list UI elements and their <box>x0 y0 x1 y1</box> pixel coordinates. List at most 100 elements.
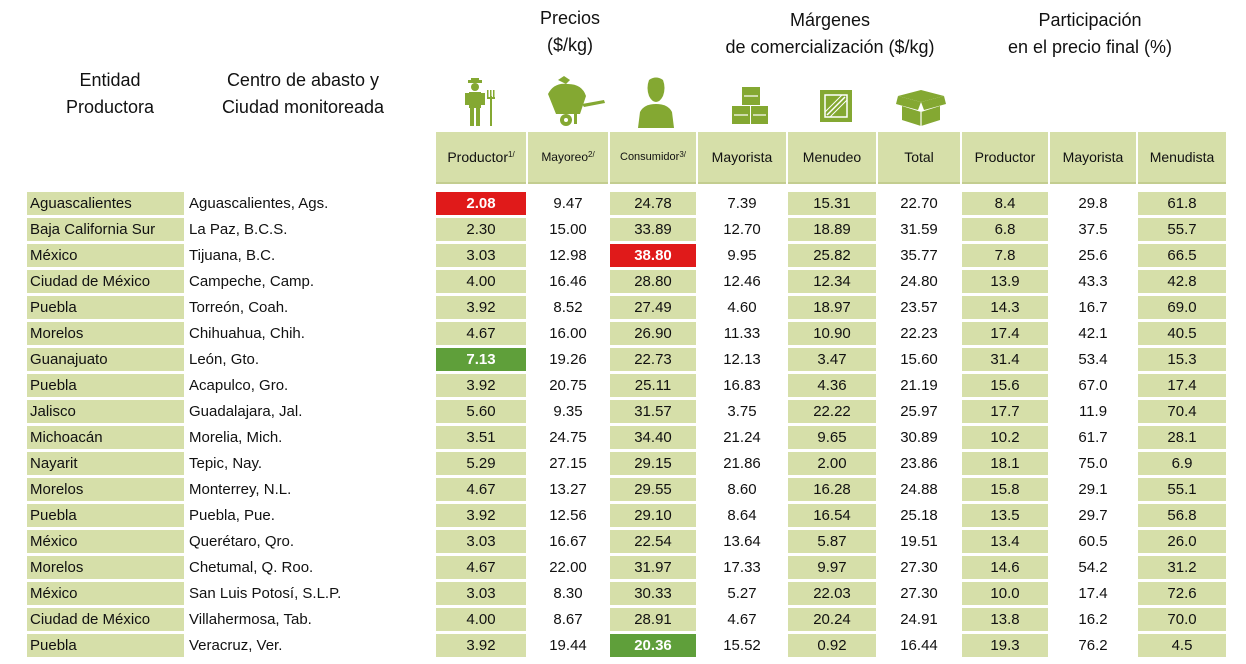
cell-menudeo: 22.22 <box>788 400 876 423</box>
cell-entidad: México <box>27 244 184 267</box>
cell-menudeo: 20.24 <box>788 608 876 631</box>
cell-p-mayorista: 29.1 <box>1078 481 1108 498</box>
cell-p-productor: 19.3 <box>962 634 1048 657</box>
consumer-icon <box>638 77 674 128</box>
farmer-icon <box>465 78 495 126</box>
cell-p-menudista: 31.2 <box>1138 556 1226 579</box>
cell-menudeo: 25.82 <box>788 244 876 267</box>
cell-p-menudista: 70.4 <box>1138 400 1226 423</box>
table-row: México Querétaro, Qro. 3.03 16.67 22.54 13.64… <box>0 529 1246 555</box>
cell-p-menudista: 55.7 <box>1138 218 1226 241</box>
cell-consumidor: 38.80 <box>610 244 696 267</box>
boxes-icon <box>732 87 768 124</box>
cell-menudeo: 9.97 <box>788 556 876 579</box>
cell-mayoreo: 22.00 <box>549 559 587 576</box>
table-row: Puebla Acapulco, Gro. 3.92 20.75 25.11 16.83 4… <box>0 373 1246 399</box>
cell-consumidor: 27.49 <box>610 296 696 319</box>
cell-productor: 3.03 <box>436 582 526 605</box>
colhdr-mayoreo: Mayoreo 2/ <box>528 132 608 184</box>
table-row: Guanajuato León, Gto. 7.13 19.26 22.73 12.13 3… <box>0 347 1246 373</box>
cell-productor: 3.92 <box>436 374 526 397</box>
cell-productor: 4.00 <box>436 270 526 293</box>
cell-menudeo: 2.00 <box>788 452 876 475</box>
cell-mayoreo: 9.47 <box>553 195 583 212</box>
header-precios-line1: Precios <box>539 8 601 28</box>
colhdr-consumidor-label: Consumidor <box>620 151 680 163</box>
header-participacion: Participación en el precio final (%) <box>975 7 1205 61</box>
cell-consumidor: 29.10 <box>610 504 696 527</box>
colhdr-consumidor: Consumidor 3/ <box>610 132 696 184</box>
cell-p-productor: 8.4 <box>962 192 1048 215</box>
colhdr-part-mayorista: Mayorista <box>1050 132 1136 184</box>
cell-productor: 4.00 <box>436 608 526 631</box>
cell-entidad: Morelos <box>27 322 184 345</box>
cell-menudeo: 16.28 <box>788 478 876 501</box>
open-box-icon <box>896 90 946 126</box>
cell-ciudad: Querétaro, Qro. <box>189 533 295 550</box>
cell-menudeo: 3.47 <box>788 348 876 371</box>
cell-entidad: Guanajuato <box>27 348 184 371</box>
cell-total: 27.30 <box>900 559 938 576</box>
cell-ciudad: Tijuana, B.C. <box>189 247 276 264</box>
cell-p-mayorista: 67.0 <box>1078 377 1108 394</box>
table-row: Ciudad de México Campeche, Camp. 4.00 16.46… <box>0 269 1246 295</box>
cell-productor: 4.67 <box>436 322 526 345</box>
header-margenes-line1: Márgenes <box>789 10 871 30</box>
cell-mayoreo: 20.75 <box>549 377 587 394</box>
colhdr-total: Total <box>878 132 960 184</box>
cell-mayorista: 8.60 <box>727 481 757 498</box>
cell-ciudad: Campeche, Camp. <box>189 273 315 290</box>
table-row: Morelos Chihuahua, Chih. 4.67 16.00 26.90 11.… <box>0 321 1246 347</box>
cell-menudeo: 4.36 <box>788 374 876 397</box>
cell-ciudad: Puebla, Pue. <box>189 507 275 524</box>
cell-p-productor: 13.9 <box>962 270 1048 293</box>
header-precios-line2: ($/kg) <box>546 35 593 55</box>
cell-mayorista: 3.75 <box>727 403 757 420</box>
table-row: México Tijuana, B.C. 3.03 12.98 38.80 9.95 25.… <box>0 243 1246 269</box>
cell-mayoreo: 8.30 <box>553 585 583 602</box>
cell-p-menudista: 40.5 <box>1138 322 1226 345</box>
cell-ciudad: San Luis Potosí, S.L.P. <box>189 585 342 602</box>
cell-total: 24.88 <box>900 481 938 498</box>
cell-menudeo: 22.03 <box>788 582 876 605</box>
table-row: Puebla Puebla, Pue. 3.92 12.56 29.10 8.64 16.5… <box>0 503 1246 529</box>
cell-p-mayorista: 11.9 <box>1078 403 1108 420</box>
cell-productor: 4.67 <box>436 556 526 579</box>
colhdr-menudeo-label: Menudeo <box>802 149 862 165</box>
header-entidad-line2: Productora <box>65 97 155 117</box>
cell-p-productor: 15.8 <box>962 478 1048 501</box>
cell-p-menudista: 56.8 <box>1138 504 1226 527</box>
cell-ciudad: Tepic, Nay. <box>189 455 263 472</box>
cell-consumidor: 33.89 <box>610 218 696 241</box>
cell-consumidor: 22.73 <box>610 348 696 371</box>
cell-ciudad: Chihuahua, Chih. <box>189 325 305 342</box>
cell-entidad: Nayarit <box>27 452 184 475</box>
cell-menudeo: 15.31 <box>788 192 876 215</box>
header-participacion-line2: en el precio final (%) <box>1007 37 1173 57</box>
cell-productor: 3.92 <box>436 634 526 657</box>
cell-p-mayorista: 16.7 <box>1078 299 1108 316</box>
cell-entidad: México <box>27 582 184 605</box>
cell-p-mayorista: 60.5 <box>1078 533 1108 550</box>
cell-consumidor: 26.90 <box>610 322 696 345</box>
table-row: Morelos Chetumal, Q. Roo. 4.67 22.00 31.97 17… <box>0 555 1246 581</box>
table-row: Baja California Sur La Paz, B.C.S. 2.30 15.… <box>0 217 1246 243</box>
cell-ciudad: Monterrey, N.L. <box>189 481 292 498</box>
colhdr-total-label: Total <box>904 149 934 165</box>
cell-entidad: Aguascalientes <box>27 192 184 215</box>
cell-total: 25.97 <box>900 403 938 420</box>
cell-p-productor: 17.4 <box>962 322 1048 345</box>
colhdr-mayorista-label: Mayorista <box>711 149 773 165</box>
cell-mayorista: 4.60 <box>727 299 757 316</box>
cell-total: 35.77 <box>900 247 938 264</box>
cell-ciudad: Torreón, Coah. <box>189 299 289 316</box>
cell-total: 25.18 <box>900 507 938 524</box>
table-row: Morelos Monterrey, N.L. 4.67 13.27 29.55 8.60… <box>0 477 1246 503</box>
cell-ciudad: Morelia, Mich. <box>189 429 283 446</box>
cell-entidad: Jalisco <box>27 400 184 423</box>
cell-p-menudista: 4.5 <box>1138 634 1226 657</box>
colhdr-productor-label: Productor <box>447 149 509 165</box>
cell-consumidor: 20.36 <box>610 634 696 657</box>
cell-ciudad: Acapulco, Gro. <box>189 377 289 394</box>
cell-ciudad: León, Gto. <box>189 351 260 368</box>
